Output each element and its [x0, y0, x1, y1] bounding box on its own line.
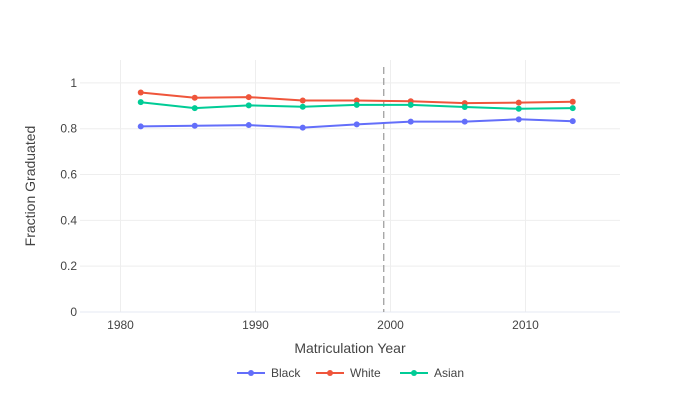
data-point-white[interactable] [245, 94, 252, 101]
legend-marker-black [248, 370, 254, 376]
axis-layer: 0 0.2 0.4 0.6 0.8 1 1980 1990 2000 2010 [60, 76, 620, 332]
data-point-asian[interactable] [245, 102, 252, 109]
data-point-asian[interactable] [569, 105, 576, 112]
x-tick-label: 2010 [512, 318, 539, 332]
x-tick-label: 1990 [242, 318, 269, 332]
data-point-white[interactable] [137, 89, 144, 96]
data-point-asian[interactable] [407, 101, 414, 108]
x-tick-label: 2000 [377, 318, 404, 332]
data-point-black[interactable] [515, 116, 522, 123]
data-point-white[interactable] [515, 99, 522, 106]
data-point-white[interactable] [569, 98, 576, 105]
legend-label-asian: Asian [434, 366, 464, 380]
data-point-white[interactable] [299, 97, 306, 104]
legend-marker-asian [411, 370, 417, 376]
legend-label-black: Black [271, 366, 301, 380]
data-point-black[interactable] [191, 122, 198, 129]
series-asian[interactable] [137, 99, 576, 112]
y-tick-label: 0.2 [60, 259, 77, 273]
data-point-black[interactable] [353, 121, 360, 128]
data-point-black[interactable] [461, 118, 468, 125]
data-point-asian[interactable] [515, 105, 522, 112]
data-point-asian[interactable] [461, 103, 468, 110]
legend[interactable]: Black White Asian [237, 366, 464, 380]
y-axis-title: Fraction Graduated [22, 126, 38, 247]
data-point-white[interactable] [191, 94, 198, 101]
data-point-black[interactable] [569, 118, 576, 125]
y-tick-label: 0.8 [60, 122, 77, 136]
data-point-black[interactable] [245, 122, 252, 129]
y-tick-label: 0.4 [60, 213, 77, 227]
x-axis-title: Matriculation Year [294, 340, 406, 356]
y-tick-label: 0 [70, 305, 77, 319]
data-point-white[interactable] [353, 97, 360, 104]
series-layer [137, 89, 576, 131]
data-point-black[interactable] [137, 123, 144, 130]
legend-item-asian[interactable]: Asian [400, 366, 464, 380]
data-point-asian[interactable] [191, 105, 198, 112]
x-tick-label: 1980 [107, 318, 134, 332]
y-tick-label: 0.6 [60, 168, 77, 182]
grid-layer [80, 60, 620, 313]
series-black[interactable] [137, 116, 576, 131]
y-tick-label: 1 [70, 76, 77, 90]
data-point-asian[interactable] [137, 99, 144, 106]
legend-label-white: White [350, 366, 381, 380]
data-point-asian[interactable] [353, 101, 360, 108]
legend-item-white[interactable]: White [316, 366, 381, 380]
data-point-black[interactable] [407, 118, 414, 125]
series-white[interactable] [137, 89, 576, 107]
data-point-black[interactable] [299, 124, 306, 131]
legend-item-black[interactable]: Black [237, 366, 301, 380]
legend-marker-white [327, 370, 333, 376]
data-point-asian[interactable] [299, 103, 306, 110]
